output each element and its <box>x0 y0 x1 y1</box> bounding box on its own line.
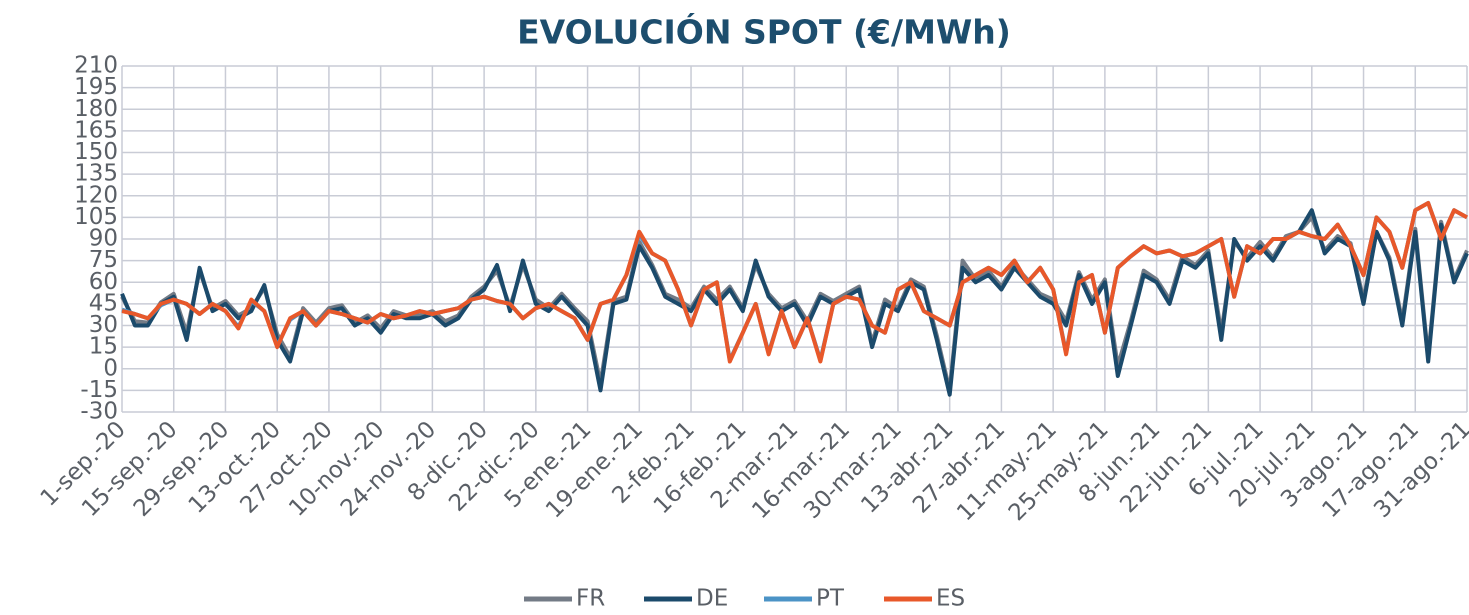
y-tick-label: 75 <box>89 247 118 273</box>
y-tick-label: 105 <box>74 204 118 230</box>
y-tick-label: -30 <box>80 399 118 425</box>
y-tick-label: 45 <box>89 290 118 316</box>
y-tick-label: 150 <box>74 139 118 165</box>
legend-label: PT <box>816 586 845 612</box>
legend-label: DE <box>696 586 728 612</box>
series-line <box>121 201 1468 364</box>
chart-title: EVOLUCIÓN SPOT (€/MWh) <box>517 12 1011 52</box>
y-tick-label: 90 <box>89 226 118 252</box>
y-tick-label: 120 <box>74 182 118 208</box>
y-tick-label: 30 <box>89 312 118 338</box>
legend-label: FR <box>576 586 605 612</box>
y-tick-label: 165 <box>74 117 118 143</box>
y-tick-label: -15 <box>80 377 118 403</box>
y-tick-label: 180 <box>74 96 118 122</box>
y-tick-label: 195 <box>74 74 118 100</box>
legend-label: ES <box>936 586 965 612</box>
y-tick-label: 135 <box>74 161 118 187</box>
y-tick-label: 0 <box>103 355 118 381</box>
y-tick-label: 210 <box>74 53 118 79</box>
y-tick-label: 60 <box>89 269 118 295</box>
y-tick-label: 15 <box>89 334 118 360</box>
